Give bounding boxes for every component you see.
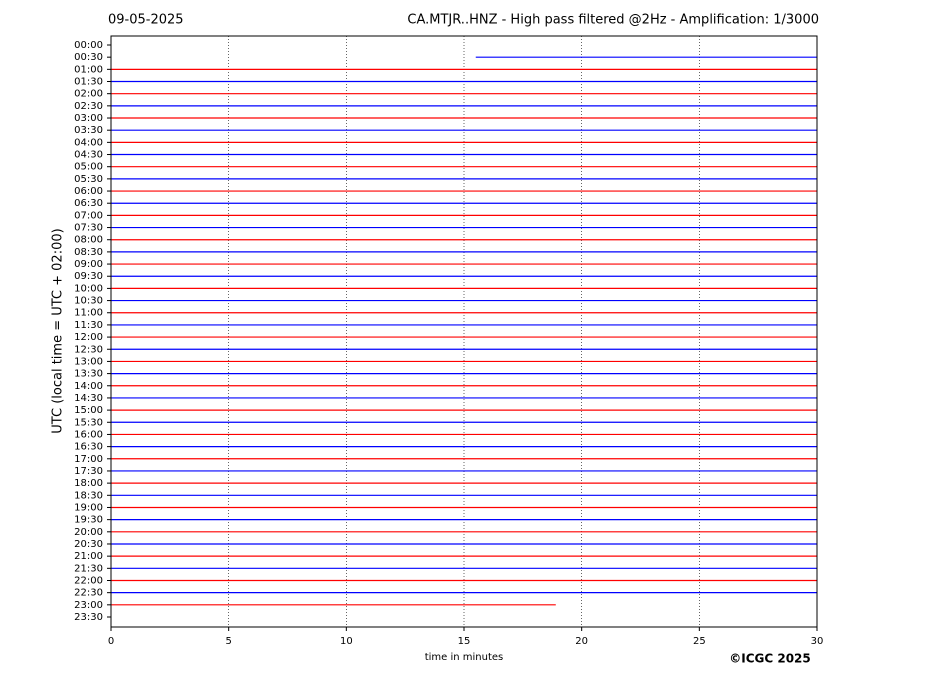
chart-date: 09-05-2025 xyxy=(108,13,184,28)
y-tick-label: 20:30 xyxy=(74,539,103,550)
y-tick-label: 10:30 xyxy=(74,296,103,307)
y-tick-label: 19:30 xyxy=(74,515,103,526)
x-axis-label: time in minutes xyxy=(425,652,504,663)
y-tick-label: 07:00 xyxy=(74,210,103,221)
y-tick-label: 14:00 xyxy=(74,381,103,392)
y-tick-label: 08:00 xyxy=(74,235,103,246)
y-tick-label: 04:30 xyxy=(74,150,103,161)
plot-frame xyxy=(110,35,818,628)
x-tick-label: 0 xyxy=(108,636,114,647)
y-tick-label: 09:00 xyxy=(74,259,103,270)
y-axis-label: UTC (local time = UTC + 02:00) xyxy=(51,228,66,433)
y-tick-label: 18:00 xyxy=(74,478,103,489)
y-tick-label: 00:30 xyxy=(74,52,103,63)
y-tick-label: 04:00 xyxy=(74,137,103,148)
y-tick-label: 05:30 xyxy=(74,174,103,185)
y-tick-label: 20:00 xyxy=(74,527,103,538)
x-tick-label: 5 xyxy=(225,636,231,647)
y-tick-label: 17:30 xyxy=(74,466,103,477)
y-tick-label: 11:30 xyxy=(74,320,103,331)
y-tick-label: 05:00 xyxy=(74,162,103,173)
y-tick-label: 13:00 xyxy=(74,356,103,367)
y-tick-label: 10:00 xyxy=(74,283,103,294)
y-tick-label: 08:30 xyxy=(74,247,103,258)
x-tick-label: 10 xyxy=(340,636,353,647)
y-tick-label: 01:00 xyxy=(74,64,103,75)
x-tick-label: 15 xyxy=(458,636,471,647)
y-tick-label: 15:30 xyxy=(74,417,103,428)
x-tick-label: 20 xyxy=(575,636,588,647)
y-tick-label: 22:00 xyxy=(74,575,103,586)
y-tick-label: 06:30 xyxy=(74,198,103,209)
y-tick-label: 14:30 xyxy=(74,393,103,404)
y-tick-label: 19:00 xyxy=(74,502,103,513)
y-tick-label: 11:00 xyxy=(74,308,103,319)
y-tick-label: 12:00 xyxy=(74,332,103,343)
y-tick-label: 00:00 xyxy=(74,40,103,51)
y-tick-label: 17:00 xyxy=(74,454,103,465)
y-tick-label: 02:30 xyxy=(74,101,103,112)
y-tick-label: 23:00 xyxy=(74,600,103,611)
y-tick-label: 01:30 xyxy=(74,77,103,88)
y-tick-label: 16:30 xyxy=(74,442,103,453)
y-tick-label: 12:30 xyxy=(74,344,103,355)
y-tick-label: 03:00 xyxy=(74,113,103,124)
y-tick-label: 15:00 xyxy=(74,405,103,416)
credit: ©ICGC 2025 xyxy=(729,652,811,666)
y-tick-label: 07:30 xyxy=(74,223,103,234)
y-tick-label: 21:00 xyxy=(74,551,103,562)
chart-title: CA.MTJR..HNZ - High pass filtered @2Hz -… xyxy=(407,13,819,28)
y-tick-label: 22:30 xyxy=(74,588,103,599)
x-tick-label: 25 xyxy=(693,636,706,647)
y-tick-label: 16:00 xyxy=(74,429,103,440)
y-tick-label: 21:30 xyxy=(74,563,103,574)
y-tick-label: 06:00 xyxy=(74,186,103,197)
y-tick-label: 18:30 xyxy=(74,490,103,501)
y-tick-label: 23:30 xyxy=(74,612,103,623)
y-tick-label: 13:30 xyxy=(74,369,103,380)
y-tick-label: 09:30 xyxy=(74,271,103,282)
y-tick-label: 02:00 xyxy=(74,89,103,100)
y-tick-label: 03:30 xyxy=(74,125,103,136)
x-tick-label: 30 xyxy=(811,636,824,647)
